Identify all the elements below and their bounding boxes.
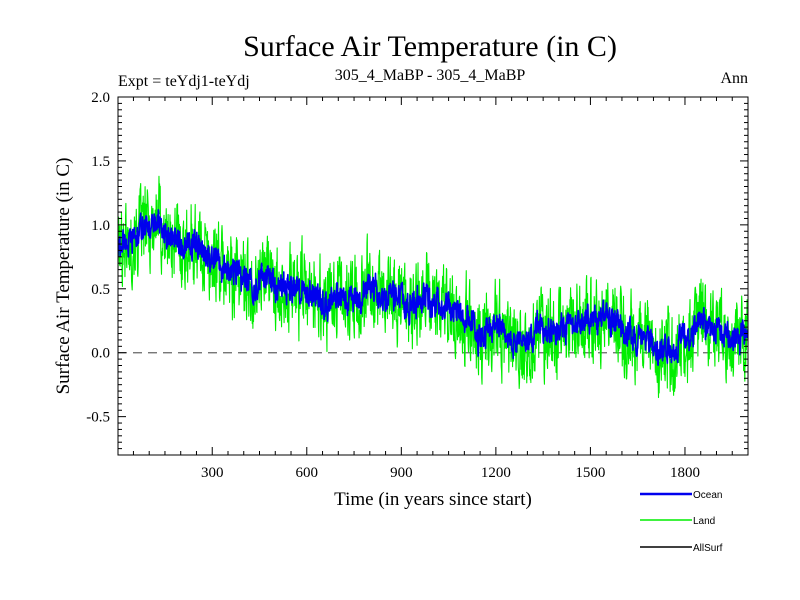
plot-frame <box>117 96 749 456</box>
chart-subtitle-left: Expt = teYdj1-teYdj <box>118 73 250 90</box>
y-tick-label: 2.0 <box>91 90 110 106</box>
chart-title: Surface Air Temperature (in C) <box>243 30 617 63</box>
series-line-ocean <box>118 209 748 366</box>
y-tick-label: -0.5 <box>86 410 110 426</box>
legend-label-ocean: Ocean <box>693 490 722 501</box>
legend-label-land: Land <box>693 516 715 527</box>
chart-subtitle-center: 305_4_MaBP - 305_4_MaBP <box>335 67 526 84</box>
x-tick-label: 1200 <box>481 465 511 481</box>
x-tick-label: 300 <box>201 465 224 481</box>
legend: Ocean Land AllSurf <box>640 490 723 554</box>
x-tick-label: 1500 <box>575 465 605 481</box>
x-tick-label: 600 <box>296 465 319 481</box>
plot-series-group <box>118 175 748 399</box>
legend-label-allsurf: AllSurf <box>693 543 723 554</box>
y-tick-label: 0.0 <box>91 346 110 362</box>
y-tick-label: 1.0 <box>91 218 110 234</box>
series-line-land <box>118 175 748 399</box>
y-axis-label: Surface Air Temperature (in C) <box>53 158 74 395</box>
axis-ticks-group: 300 600 900 1200 1500 1800 -0.5 0.0 0.5 1.0 1.5 2.0 <box>86 90 748 481</box>
x-tick-label: 900 <box>390 465 413 481</box>
y-tick-label: 0.5 <box>91 282 110 298</box>
x-tick-label: 1800 <box>670 465 700 481</box>
chart-subtitle-right: Ann <box>720 70 748 87</box>
x-axis-label: Time (in years since start) <box>334 489 532 510</box>
y-tick-label: 1.5 <box>91 154 110 170</box>
